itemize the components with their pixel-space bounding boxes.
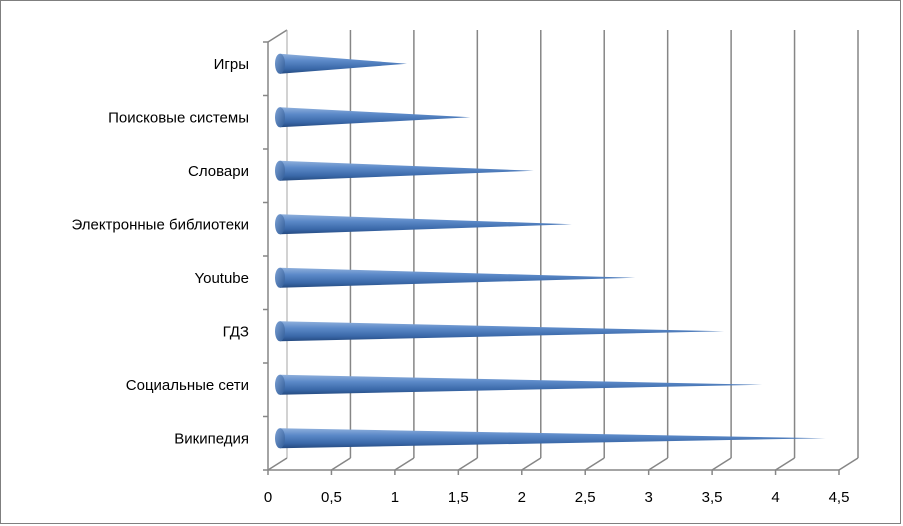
cone-body bbox=[280, 267, 636, 288]
x-tick-label: 0,5 bbox=[321, 489, 342, 506]
floor-gridline bbox=[267, 457, 288, 471]
cone-base bbox=[275, 214, 285, 235]
floor-gridline bbox=[648, 457, 669, 471]
cone-bar bbox=[275, 321, 725, 342]
cone-bar bbox=[275, 374, 763, 395]
category-label: Поисковые системы bbox=[108, 109, 249, 126]
cone-body bbox=[280, 107, 471, 128]
cone-body bbox=[280, 428, 826, 449]
floor-gridline bbox=[838, 457, 859, 471]
floor-gridline bbox=[711, 457, 732, 471]
cone-body bbox=[280, 321, 725, 342]
cone-base bbox=[275, 107, 285, 128]
floor-gridline bbox=[394, 457, 415, 471]
cone-body bbox=[280, 160, 534, 181]
x-tick-label: 3,5 bbox=[702, 489, 723, 506]
axes bbox=[263, 29, 840, 475]
floor-gridline bbox=[584, 457, 605, 471]
x-tick-label: 2,5 bbox=[575, 489, 596, 506]
x-tick-label: 3 bbox=[644, 489, 652, 506]
cone-base bbox=[275, 428, 285, 449]
cone-base bbox=[275, 160, 285, 181]
cone-body bbox=[280, 214, 572, 235]
category-label: ГДЗ bbox=[223, 323, 249, 340]
x-tick-label: 2 bbox=[518, 489, 526, 506]
cone-bar bbox=[275, 428, 826, 449]
cone-bar bbox=[275, 267, 636, 288]
wall-top-edge bbox=[267, 29, 288, 43]
category-label: Словари bbox=[188, 163, 249, 180]
gridlines bbox=[267, 30, 859, 471]
cone-body bbox=[280, 53, 407, 74]
cone-bars bbox=[275, 53, 826, 449]
cone-base bbox=[275, 321, 285, 342]
x-tick-label: 4 bbox=[771, 489, 779, 506]
category-label: Социальные сети bbox=[126, 377, 249, 394]
cone-bar bbox=[275, 160, 534, 181]
cone-base bbox=[275, 374, 285, 395]
x-tick-labels: 0 0,5 1 1,5 2 2,5 3 3,5 4 4,5 bbox=[264, 489, 850, 506]
floor-gridline bbox=[521, 457, 542, 471]
category-label: Электронные библиотеки bbox=[71, 216, 249, 233]
cone-bar bbox=[275, 107, 471, 128]
cone-base bbox=[275, 53, 285, 74]
category-label: Игры bbox=[214, 56, 249, 73]
cone-bar bbox=[275, 214, 572, 235]
category-label: Википедия bbox=[174, 430, 249, 447]
cone-base bbox=[275, 267, 285, 288]
floor-gridline bbox=[457, 457, 478, 471]
x-tick-label: 0 bbox=[264, 489, 272, 506]
floor-gridline bbox=[331, 457, 351, 471]
cone-body bbox=[280, 374, 763, 395]
x-tick-label: 1 bbox=[391, 489, 399, 506]
x-tick-label: 1,5 bbox=[448, 489, 469, 506]
category-label: Youtube bbox=[194, 270, 249, 287]
floor-gridline bbox=[775, 457, 795, 471]
category-labels: Игры Поисковые системы Словари Электронные … bbox=[71, 56, 249, 448]
cone-bar bbox=[275, 53, 407, 74]
x-tick-label: 4,5 bbox=[829, 489, 850, 506]
